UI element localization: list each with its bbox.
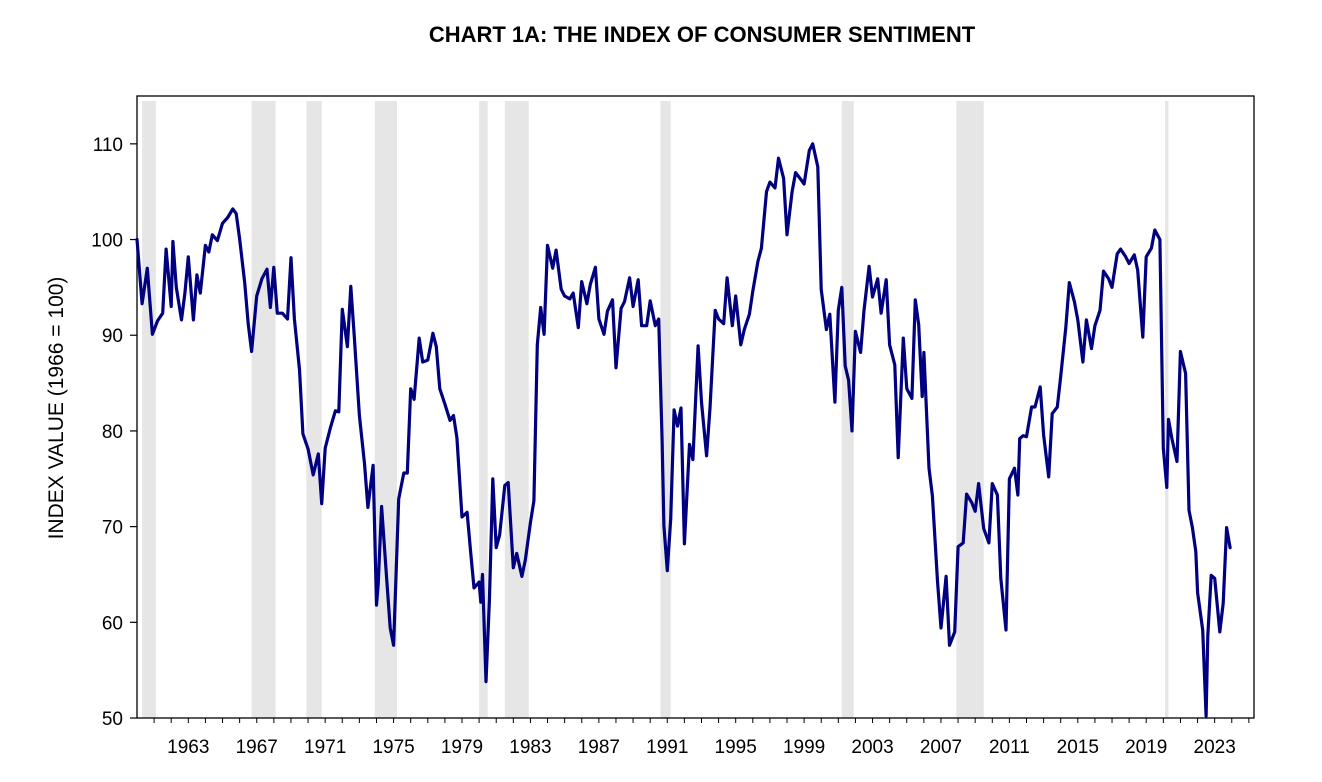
- recession-band-4: [479, 101, 488, 718]
- x-tick-label-1991: 1991: [646, 737, 688, 758]
- recession-shading-group: [142, 101, 1169, 718]
- series-group: [135, 142, 1232, 718]
- y-axis-label: INDEX VALUE (1966 = 100): [45, 277, 68, 540]
- x-tick-label-1975: 1975: [372, 737, 414, 758]
- y-axis-ticks: 50 60 70 80 90 100 110: [91, 135, 137, 730]
- x-tick-label-2023: 2023: [1194, 737, 1236, 758]
- x-tick-label-1967: 1967: [236, 737, 278, 758]
- x-tick-label-1979: 1979: [441, 737, 483, 758]
- recession-band-7: [841, 101, 854, 718]
- recession-band-8: [956, 101, 984, 718]
- recession-band-9: [1165, 101, 1169, 718]
- x-tick-label-1995: 1995: [715, 737, 757, 758]
- x-tick-label-1963: 1963: [167, 737, 209, 758]
- x-tick-label-2007: 2007: [920, 737, 962, 758]
- y-tick-label-90: 90: [102, 326, 123, 347]
- chart-title: CHART 1A: THE INDEX OF CONSUMER SENTIMEN…: [429, 22, 976, 47]
- recession-band-5: [504, 101, 529, 718]
- recession-band-1: [251, 101, 276, 718]
- x-tick-label-1983: 1983: [509, 737, 551, 758]
- y-tick-label-100: 100: [91, 231, 123, 252]
- y-tick-label-60: 60: [102, 613, 123, 634]
- recession-band-6: [660, 101, 671, 718]
- x-tick-label-2015: 2015: [1057, 737, 1099, 758]
- x-tick-label-2019: 2019: [1125, 737, 1167, 758]
- x-tick-label-2011: 2011: [989, 737, 1030, 758]
- x-tick-label-1999: 1999: [783, 737, 825, 758]
- plot-area-frame: [136, 95, 1255, 719]
- series-line-0: [135, 142, 1232, 718]
- y-tick-label-50: 50: [102, 709, 123, 730]
- recession-band-2: [306, 101, 322, 718]
- x-tick-label-2003: 2003: [851, 737, 893, 758]
- x-tick-label-1987: 1987: [578, 737, 620, 758]
- y-tick-label-110: 110: [93, 135, 123, 156]
- y-tick-label-70: 70: [102, 518, 123, 539]
- x-axis-ticks: 1963 1967 1971 1975 1979 1983 1987 1991 1995 1999…: [153, 718, 1250, 758]
- recession-band-0: [142, 101, 156, 718]
- y-tick-label-80: 80: [102, 422, 123, 443]
- x-tick-label-1971: 1971: [304, 737, 346, 758]
